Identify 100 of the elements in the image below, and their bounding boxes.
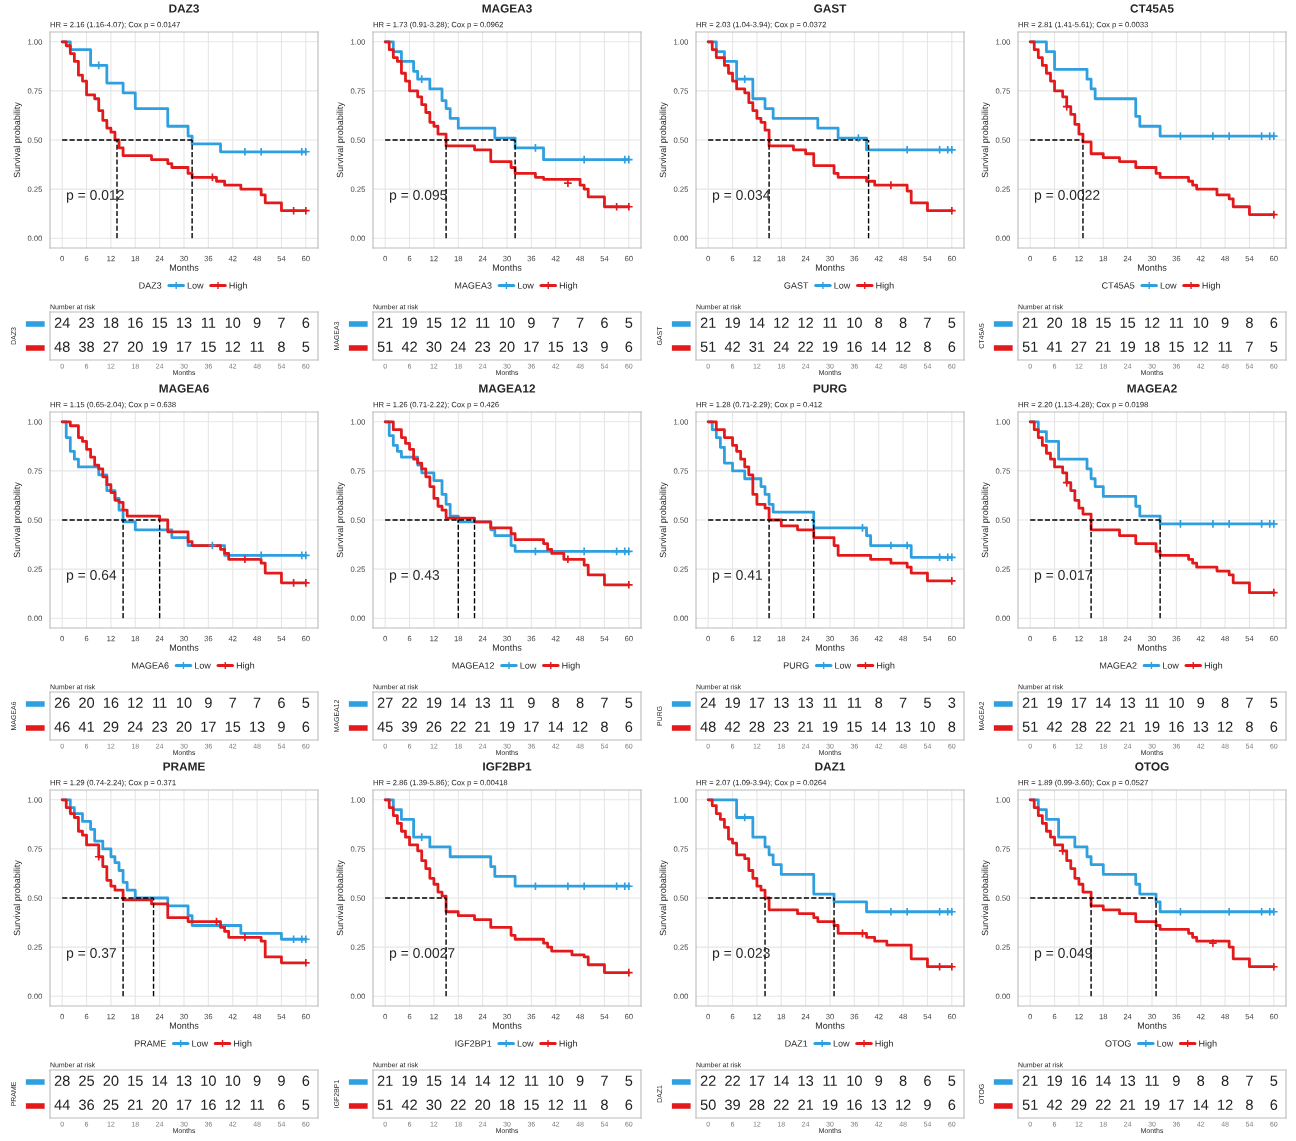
data-label: 17 [1071, 697, 1087, 708]
data-label: 21 [127, 1099, 143, 1110]
annotation: p = 0.017 [1034, 570, 1092, 583]
data-label: 10 [225, 1075, 241, 1086]
legend-title: DAZ1 [785, 1040, 808, 1047]
data-label: 23 [79, 317, 95, 328]
data-label: 5 [923, 697, 931, 708]
data-label: 12 [774, 317, 789, 328]
data-label: 11 [823, 317, 837, 328]
data-label: 15 [128, 1075, 143, 1086]
data-label: 11 [1145, 1075, 1159, 1086]
y-axis-title: Survival probability [981, 860, 990, 936]
data-label: 22 [700, 1075, 716, 1086]
data-label: 10 [201, 1075, 216, 1086]
data-label: 7 [601, 697, 608, 708]
data-label: 24 [700, 697, 716, 708]
legend-label: Low [834, 282, 851, 289]
legend-label: High [559, 282, 578, 291]
data-label: 14 [1096, 1075, 1111, 1086]
data-label: 9 [253, 1075, 261, 1086]
data-label: 22 [1095, 1099, 1111, 1110]
data-label: 6 [948, 1099, 956, 1110]
legend-label: Low [195, 662, 211, 669]
data-label: 9 [527, 697, 535, 708]
data-label: 7 [576, 317, 584, 328]
y-axis-title: Survival probability [336, 482, 345, 558]
x-axis-title: Months [169, 644, 199, 651]
chart-title: OTOG [1135, 762, 1169, 771]
y-axis-title: Survival probability [13, 482, 22, 558]
data-label: 42 [1046, 721, 1062, 732]
legend-label: High [559, 1040, 577, 1049]
data-label: 11 [823, 1075, 837, 1086]
annotation: p = 0.64 [66, 570, 117, 583]
data-label: 17 [177, 1099, 192, 1110]
data-label: 8 [1246, 721, 1253, 732]
data-label: 5 [1270, 341, 1278, 352]
data-label: 15 [152, 317, 168, 328]
data-label: 22 [725, 1075, 740, 1086]
data-label: 9 [1221, 317, 1229, 328]
data-label: 28 [749, 1099, 765, 1110]
data-label: 13 [798, 697, 814, 708]
x-axis-title: Months [169, 1022, 199, 1029]
data-label: 48 [700, 721, 716, 732]
data-label: 20 [1047, 317, 1063, 328]
data-label: 13 [871, 1099, 887, 1110]
annotation: p = 0.41 [712, 570, 762, 583]
legend-title: MAGEA12 [452, 662, 495, 669]
data-label: 21 [700, 317, 716, 328]
data-label: 17 [749, 697, 765, 708]
data-label: 11 [250, 341, 264, 352]
legend-title: MAGEA6 [132, 662, 169, 669]
data-label: 27 [103, 341, 119, 352]
data-label: 13 [177, 317, 192, 328]
data-label: 51 [700, 341, 716, 352]
legend-label: High [234, 1040, 252, 1049]
data-label: 9 [253, 317, 261, 328]
legend-title: IGF2BP1 [455, 1040, 492, 1047]
data-label: 30 [426, 1099, 442, 1110]
data-label: 21 [1022, 317, 1038, 328]
data-label: 13 [1120, 697, 1136, 708]
y-axis-title: Survival probability [659, 860, 668, 936]
data-label: 14 [1193, 1099, 1209, 1110]
data-label: 14 [475, 1075, 491, 1086]
data-label: 6 [302, 1075, 310, 1086]
data-label: 7 [552, 317, 560, 328]
data-label: 21 [1022, 697, 1038, 708]
y-axis-title: Survival probability [336, 102, 345, 178]
data-label: 21 [798, 1099, 814, 1110]
legend-label: High [229, 282, 247, 291]
annotation: p = 0.049 [1034, 948, 1092, 961]
data-label: 5 [302, 1099, 310, 1110]
data-label: 14 [451, 697, 466, 708]
legend-label: Low [1157, 1040, 1174, 1047]
data-label: 12 [451, 317, 466, 328]
data-label: 12 [1218, 1099, 1233, 1110]
data-label: 23 [152, 721, 168, 732]
data-label: 41 [1046, 341, 1062, 352]
data-label: 42 [401, 1099, 417, 1110]
data-label: 6 [1270, 721, 1278, 732]
data-label: 28 [749, 721, 765, 732]
data-label: 19 [500, 721, 515, 732]
data-label: 19 [426, 697, 442, 708]
data-label: 14 [1096, 697, 1111, 708]
data-label: 15 [201, 341, 216, 352]
data-label: 19 [152, 341, 168, 352]
data-label: 13 [798, 1075, 814, 1086]
data-label: 6 [625, 341, 633, 352]
data-label: 11 [573, 1099, 587, 1110]
x-axis-title: Months [492, 644, 522, 651]
data-label: 5 [948, 317, 956, 328]
data-label: 9 [527, 317, 535, 328]
data-label: 7 [1246, 341, 1253, 352]
chart-title: MAGEA2 [1127, 384, 1177, 393]
y-axis-title: Survival probability [981, 102, 990, 178]
legend-title: PURG [783, 662, 809, 669]
data-label: 8 [1221, 1075, 1229, 1086]
data-label: 11 [823, 697, 837, 708]
data-label: 12 [1145, 317, 1160, 328]
y-axis-title: Survival probability [659, 102, 668, 178]
data-label: 39 [724, 1099, 740, 1110]
